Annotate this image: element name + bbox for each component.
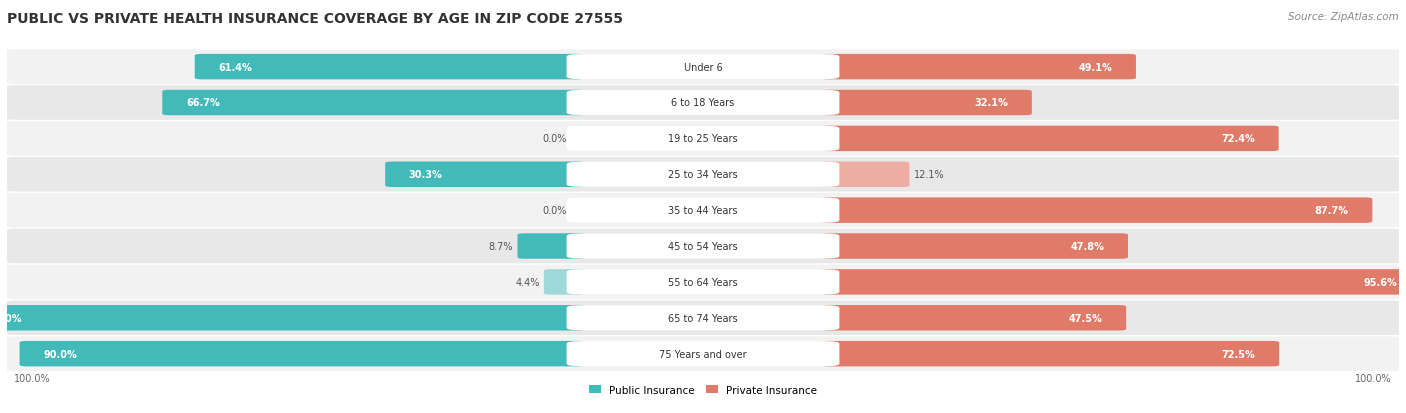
FancyBboxPatch shape [385,162,585,188]
Text: 72.4%: 72.4% [1222,134,1256,144]
FancyBboxPatch shape [821,55,1136,80]
FancyBboxPatch shape [6,158,1400,192]
FancyBboxPatch shape [821,90,1032,116]
FancyBboxPatch shape [821,162,910,188]
Text: 30.3%: 30.3% [409,170,443,180]
Text: Under 6: Under 6 [683,62,723,72]
FancyBboxPatch shape [517,234,585,259]
Text: 90.0%: 90.0% [44,349,77,359]
FancyBboxPatch shape [821,341,1279,366]
FancyBboxPatch shape [567,234,839,259]
FancyBboxPatch shape [0,305,585,331]
FancyBboxPatch shape [821,198,1372,223]
Text: 35 to 44 Years: 35 to 44 Years [668,206,738,216]
FancyBboxPatch shape [6,193,1400,228]
FancyBboxPatch shape [821,270,1406,295]
Text: 49.1%: 49.1% [1078,62,1112,72]
FancyBboxPatch shape [821,126,1278,152]
Text: 4.4%: 4.4% [515,277,540,287]
FancyBboxPatch shape [6,122,1400,156]
Text: 55 to 64 Years: 55 to 64 Years [668,277,738,287]
Text: 100.0%: 100.0% [1355,373,1392,383]
FancyBboxPatch shape [6,50,1400,85]
Text: 32.1%: 32.1% [974,98,1008,108]
FancyBboxPatch shape [821,234,1128,259]
Text: 100.0%: 100.0% [14,373,51,383]
FancyBboxPatch shape [6,86,1400,121]
Text: 6 to 18 Years: 6 to 18 Years [672,98,734,108]
FancyBboxPatch shape [162,90,585,116]
FancyBboxPatch shape [567,198,839,223]
Text: 45 to 54 Years: 45 to 54 Years [668,242,738,252]
FancyBboxPatch shape [6,337,1400,371]
Text: 12.1%: 12.1% [914,170,945,180]
FancyBboxPatch shape [821,305,1126,331]
Text: Source: ZipAtlas.com: Source: ZipAtlas.com [1288,12,1399,22]
Text: 72.5%: 72.5% [1222,349,1256,359]
FancyBboxPatch shape [544,270,585,295]
Text: 95.6%: 95.6% [1364,277,1398,287]
Text: 47.5%: 47.5% [1069,313,1102,323]
Text: 19 to 25 Years: 19 to 25 Years [668,134,738,144]
Text: 65 to 74 Years: 65 to 74 Years [668,313,738,323]
Text: PUBLIC VS PRIVATE HEALTH INSURANCE COVERAGE BY AGE IN ZIP CODE 27555: PUBLIC VS PRIVATE HEALTH INSURANCE COVER… [7,12,623,26]
FancyBboxPatch shape [6,265,1400,299]
Text: 47.8%: 47.8% [1070,242,1104,252]
FancyBboxPatch shape [567,342,839,366]
Text: 75 Years and over: 75 Years and over [659,349,747,359]
Text: 61.4%: 61.4% [218,62,252,72]
FancyBboxPatch shape [20,341,585,366]
FancyBboxPatch shape [6,301,1400,335]
Text: 100.0%: 100.0% [0,313,22,323]
Text: 66.7%: 66.7% [186,98,219,108]
Text: 25 to 34 Years: 25 to 34 Years [668,170,738,180]
FancyBboxPatch shape [567,270,839,294]
Text: 87.7%: 87.7% [1315,206,1348,216]
Legend: Public Insurance, Private Insurance: Public Insurance, Private Insurance [585,380,821,399]
FancyBboxPatch shape [567,127,839,152]
Text: 0.0%: 0.0% [543,134,567,144]
FancyBboxPatch shape [567,162,839,187]
Text: 0.0%: 0.0% [543,206,567,216]
FancyBboxPatch shape [567,306,839,330]
FancyBboxPatch shape [194,55,585,80]
FancyBboxPatch shape [567,91,839,116]
FancyBboxPatch shape [567,55,839,80]
Text: 8.7%: 8.7% [489,242,513,252]
FancyBboxPatch shape [6,229,1400,263]
